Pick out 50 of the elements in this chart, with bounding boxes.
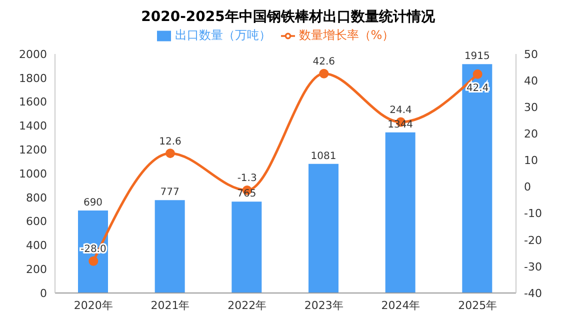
y-tick-label: 1400 [19,120,47,133]
bar [154,200,185,293]
y-tick-label: 0 [40,286,47,300]
y2-tick-label: 50 [524,48,538,61]
data-label: 1344 [388,119,414,130]
y-tick-label: 1200 [19,144,47,157]
y2-tick-label: 30 [524,101,538,114]
data-label: 42.6 [312,56,336,68]
y2-tick-label: 10 [524,154,538,168]
y2-tick-label: 40 [524,74,538,88]
data-label: 24.4 [390,104,412,116]
y2-tick-label: -20 [524,234,542,247]
point [166,148,175,158]
legend-label: 数量增长率（%） [298,28,394,42]
y-tick-label: 200 [26,263,47,276]
y-tick-label: 1800 [19,72,47,85]
bar [385,132,416,293]
y2-tick-label: -10 [524,207,542,220]
y2-tick-label: 20 [524,128,538,141]
point [472,69,482,79]
y2-tick-label: 0 [524,180,531,194]
data-label: 1915 [464,51,490,62]
x-tick-label: 2021年 [150,298,190,312]
y-tick-label: 800 [26,191,47,204]
data-label: 765 [237,188,256,200]
y-tick-label: 400 [26,239,47,252]
x-tick-label: 2020年 [74,298,113,312]
y-tick-label: 1600 [19,96,47,109]
x-tick-label: 2024年 [381,298,420,312]
y-tick-label: 2000 [19,48,47,61]
x-tick-label: 2022年 [228,298,267,312]
data-label: 1081 [310,150,336,162]
y2-tick-label: -40 [524,286,542,300]
bar [308,164,338,293]
legend-label: 出口数量（万吨） [174,28,271,42]
data-label: 12.6 [159,136,182,148]
chart-title: 2020-2025年中国钢铁棒材出口数量统计情况 [140,8,436,26]
data-label: -1.3 [237,173,257,184]
x-tick-label: 2023年 [304,298,344,312]
bar [232,202,262,293]
data-label: 690 [83,198,103,209]
x-tick-label: 2025年 [458,298,498,312]
data-label: 42.4 [466,83,489,94]
bar [462,64,492,293]
y-tick-label: 1000 [19,167,47,180]
point [319,68,329,78]
data-label: 777 [160,187,180,198]
y-tick-label: 600 [26,215,47,228]
y2-tick-label: -30 [524,260,542,274]
point [88,256,98,266]
